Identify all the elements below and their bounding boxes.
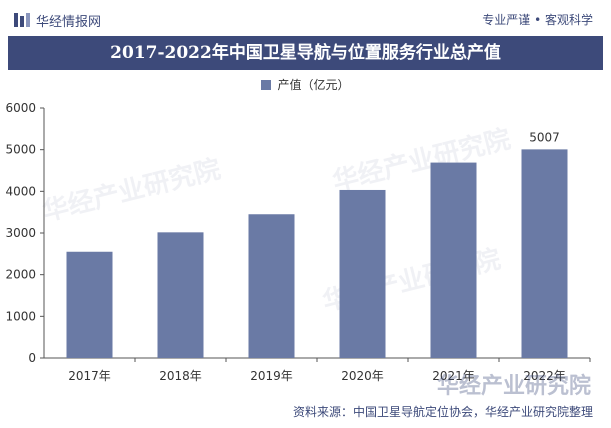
bar-chart: 0 1000 2000 3000 4000 5000 6000 2017年 2018年 2019年… — [5, 101, 591, 383]
bar — [248, 214, 295, 358]
y-tick-label: 3000 — [5, 226, 36, 240]
y-tick-label: 6000 — [5, 101, 36, 115]
brand-name: 华经情报网 — [36, 15, 102, 30]
x-tick-label: 2018年 — [159, 369, 202, 383]
x-tick-label: 2019年 — [250, 369, 293, 383]
bar — [521, 149, 568, 358]
data-label: 5007 — [529, 130, 560, 144]
source-note: 资料来源：中国卫星导航定位协会，华经产业研究院整理 — [292, 405, 593, 419]
bar — [66, 251, 113, 358]
x-tick-label: 2021年 — [432, 369, 475, 383]
x-tick-label: 2022年 — [523, 369, 566, 383]
y-tick-label: 4000 — [5, 184, 36, 198]
slogan: 专业严谨 • 客观科学 — [482, 13, 593, 27]
bar — [430, 162, 477, 358]
legend-swatch — [261, 80, 272, 90]
x-tick-label: 2017年 — [68, 369, 111, 383]
y-tick-label: 2000 — [5, 268, 36, 282]
chart-title: 2017-2022年中国卫星导航与位置服务行业总产值 — [110, 43, 501, 63]
bar — [339, 189, 386, 358]
bar — [157, 232, 204, 358]
y-tick-label: 0 — [28, 351, 36, 365]
watermark-corner: 华经产业研究院 — [436, 374, 591, 399]
y-tick-label: 1000 — [5, 309, 36, 323]
legend-label: 产值（亿元） — [277, 78, 350, 92]
chart-legend: 产值（亿元） — [0, 76, 611, 93]
x-tick-label: 2020年 — [341, 369, 384, 383]
brand-logo-icon — [14, 13, 30, 27]
title-band: 2017-2022年中国卫星导航与位置服务行业总产值 — [8, 36, 603, 70]
y-tick-label: 5000 — [5, 143, 36, 157]
top-bar: 华经情报网 专业严谨 • 客观科学 — [0, 0, 611, 36]
